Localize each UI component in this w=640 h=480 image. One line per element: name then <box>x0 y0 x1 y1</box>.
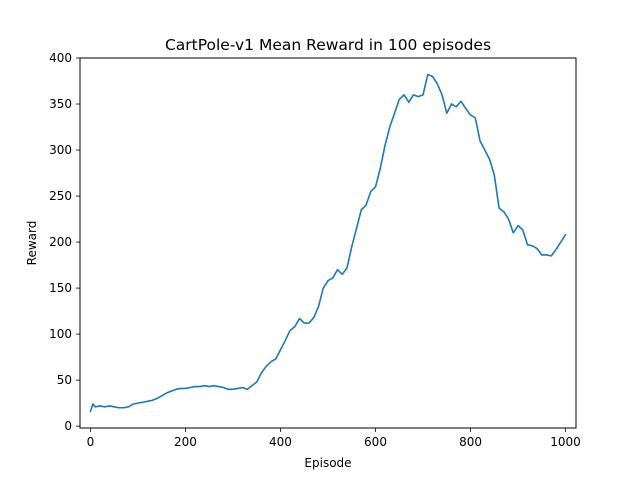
plot-frame <box>79 57 577 429</box>
y-tick-label: 350 <box>49 97 72 111</box>
x-axis-label: Episode <box>304 456 351 470</box>
y-tick-label: 150 <box>49 281 72 295</box>
y-tick-label: 400 <box>49 51 72 65</box>
series-layer <box>89 73 567 413</box>
x-tick-label: 1000 <box>550 435 581 449</box>
y-tick-label: 100 <box>49 327 72 341</box>
x-tick-label: 600 <box>364 435 387 449</box>
y-tick-label: 300 <box>49 143 72 157</box>
y-tick-label: 200 <box>49 235 72 249</box>
x-tick-label: 400 <box>269 435 292 449</box>
series-line-0 <box>89 73 567 413</box>
chart-title: CartPole-v1 Mean Reward in 100 episodes <box>165 36 491 54</box>
y-tick-label: 0 <box>64 419 72 433</box>
x-axis-ticks: 0 200 400 600 800 1000 <box>87 428 581 449</box>
x-tick-label: 800 <box>459 435 482 449</box>
plot-background <box>80 58 576 428</box>
x-tick-label: 200 <box>174 435 197 449</box>
y-tick-label: 250 <box>49 189 72 203</box>
x-tick-label: 0 <box>87 435 95 449</box>
y-axis-ticks: 0 50 100 150 200 250 300 350 400 <box>49 51 80 433</box>
y-tick-label: 50 <box>57 373 72 387</box>
y-axis-label: Reward <box>25 221 39 266</box>
